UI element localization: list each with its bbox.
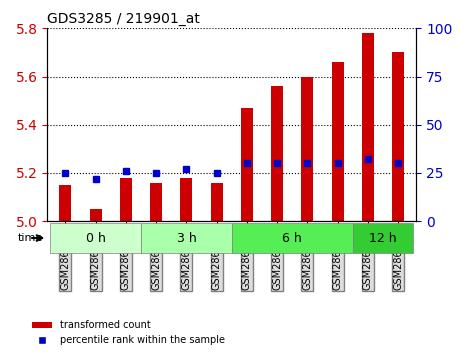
Bar (120, 178, 132, 221)
Text: 3 h: 3 h (176, 232, 196, 245)
Bar (90, 209, 102, 221)
FancyBboxPatch shape (50, 223, 141, 253)
FancyBboxPatch shape (141, 223, 232, 253)
Bar (60, 185, 71, 221)
Text: GDS3285 / 219901_at: GDS3285 / 219901_at (47, 12, 200, 26)
Bar (392, 52, 404, 221)
Bar (150, 183, 162, 221)
Bar (271, 86, 283, 221)
Text: 0 h: 0 h (86, 232, 105, 245)
FancyBboxPatch shape (353, 223, 413, 253)
Bar (332, 62, 344, 221)
Bar (301, 76, 314, 221)
Bar (241, 108, 253, 221)
Bar (362, 33, 374, 221)
Text: 6 h: 6 h (282, 232, 302, 245)
Legend: transformed count, percentile rank within the sample: transformed count, percentile rank withi… (28, 316, 228, 349)
Bar (210, 183, 223, 221)
FancyBboxPatch shape (232, 223, 353, 253)
Text: 12 h: 12 h (369, 232, 397, 245)
Bar (180, 178, 193, 221)
Text: time: time (18, 233, 43, 243)
